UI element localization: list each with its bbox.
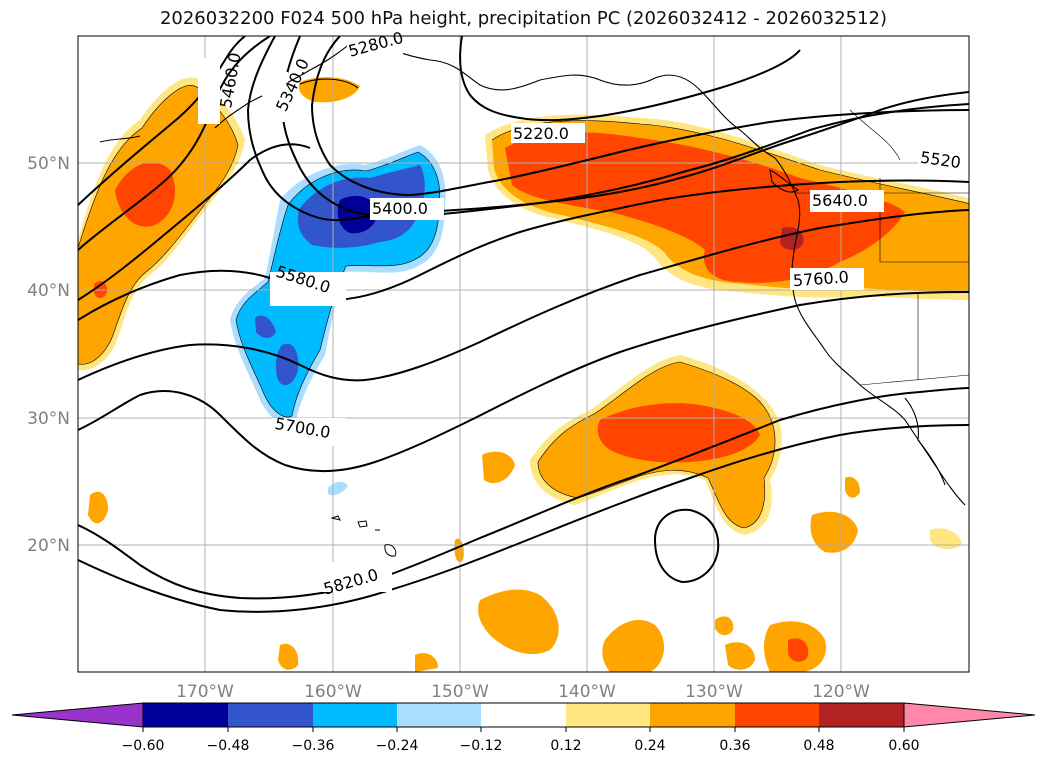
precip-positive-south-12 xyxy=(415,653,438,672)
precip-positive-south-3-red xyxy=(788,638,809,662)
precip-positive-south-11 xyxy=(725,642,755,670)
precip-positive-west-orange xyxy=(78,85,238,365)
precip-positive-south-13 xyxy=(930,528,962,550)
contour-label: 5640.0 xyxy=(812,191,868,210)
colorbar-segment xyxy=(228,703,313,727)
colorbar-tick-labels: −0.60 −0.48 −0.36 −0.24 −0.12 0.12 0.24 … xyxy=(122,738,920,754)
lon-label: 160°W xyxy=(304,682,362,702)
hawaii-islands xyxy=(330,515,397,557)
colorbar-segment xyxy=(313,703,397,727)
colorbar-segment xyxy=(819,703,904,727)
colorbar: −0.60 −0.48 −0.36 −0.24 −0.12 0.12 0.24 … xyxy=(11,702,1036,754)
lat-label: 40°N xyxy=(27,281,70,301)
lat-label: 20°N xyxy=(27,536,70,556)
colorbar-tick-label: 0.24 xyxy=(634,738,665,754)
colorbar-segment xyxy=(650,703,735,727)
map-frame xyxy=(77,35,970,673)
lon-label: 120°W xyxy=(812,682,870,702)
precip-positive-south-7 xyxy=(482,451,515,484)
colorbar-tick-label: 0.36 xyxy=(719,738,750,754)
precip-positive-south-2 xyxy=(602,620,665,672)
precip-positive-south-5 xyxy=(278,643,299,670)
lat-label: 50°N xyxy=(27,154,70,174)
colorbar-segment xyxy=(397,703,481,727)
colorbar-segment xyxy=(143,703,228,727)
colorbar-segment xyxy=(735,703,819,727)
colorbar-segment xyxy=(481,703,566,727)
colorbar-tick-label: 0.48 xyxy=(803,738,834,754)
precip-negative-medium-3 xyxy=(275,343,299,386)
colorbar-segment xyxy=(566,703,650,727)
colorbar-tick-label: −0.48 xyxy=(207,738,250,754)
colorbar-extend-right xyxy=(903,702,1036,728)
colorbar-tick-label: −0.12 xyxy=(460,738,503,754)
lon-label: 130°W xyxy=(685,682,743,702)
lat-label: 30°N xyxy=(27,409,70,429)
contour-label-halos xyxy=(198,36,969,592)
colorbar-tick-label: 0.60 xyxy=(888,738,919,754)
precip-negative-navy xyxy=(337,195,378,234)
precip-negative-medium-2 xyxy=(255,315,276,338)
lon-label: 140°W xyxy=(558,682,616,702)
contour-label: 5220.0 xyxy=(513,124,569,143)
lon-labels: 170°W 160°W 150°W 140°W 130°W 120°W xyxy=(176,682,870,702)
lat-labels: 50°N 40°N 30°N 20°N xyxy=(27,154,70,556)
colorbar-tick-label: −0.24 xyxy=(376,738,419,754)
precip-positive-south-6 xyxy=(88,491,108,524)
colorbar-tick-label: 0.12 xyxy=(550,738,581,754)
colorbar-tick-label: −0.36 xyxy=(292,738,335,754)
precip-positive-south-9 xyxy=(845,476,860,498)
precip-positive-west-red xyxy=(115,162,175,227)
lon-label: 170°W xyxy=(176,682,234,702)
contour-label: 5760.0 xyxy=(792,267,849,290)
precip-positive-coast-red xyxy=(505,132,905,283)
precip-positive-south-1 xyxy=(478,589,559,655)
map-content xyxy=(78,36,969,672)
colorbar-ticks xyxy=(142,727,905,732)
height-contours xyxy=(78,36,969,613)
precip-positive-south-4 xyxy=(810,511,858,553)
gridlines xyxy=(78,36,969,672)
colorbar-tick-label: −0.60 xyxy=(122,738,165,754)
coastlines xyxy=(99,36,966,506)
lon-label: 150°W xyxy=(431,682,489,702)
colorbar-frame xyxy=(142,702,905,728)
colorbar-extend-left xyxy=(11,702,144,728)
figure-title: 2026032200 F024 500 hPa height, precipit… xyxy=(159,8,888,29)
precip-positive-south-10 xyxy=(715,616,734,636)
contour-label: 5400.0 xyxy=(372,199,428,218)
